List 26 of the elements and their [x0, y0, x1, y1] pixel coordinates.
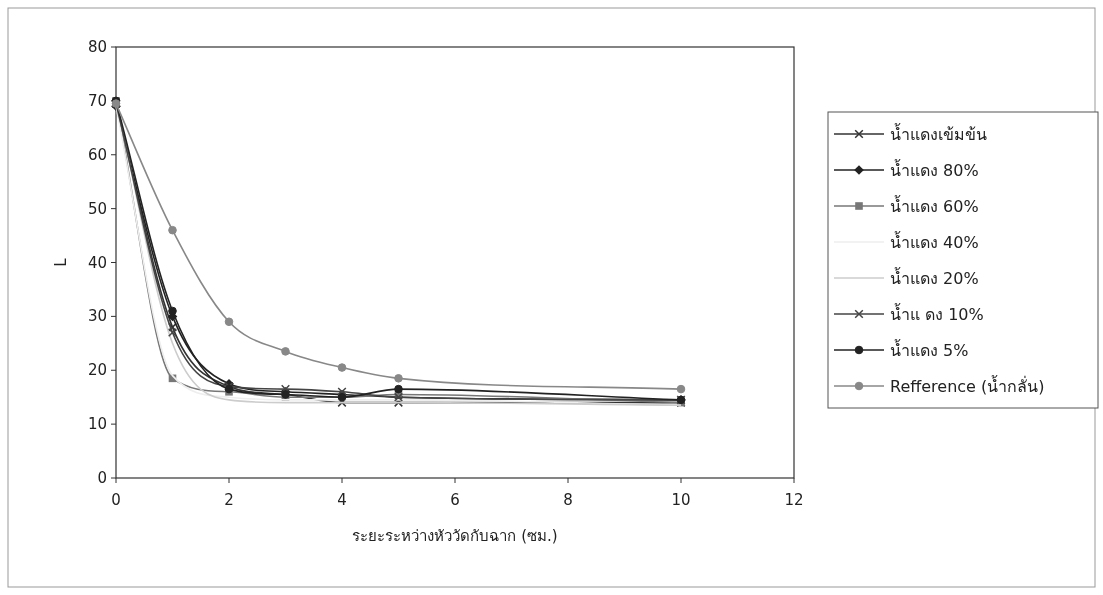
y-axis-title: L — [52, 257, 70, 267]
y-tick-label: 40 — [87, 253, 107, 272]
legend-label: น้ำแดง 60% — [890, 195, 979, 216]
x-tick-label: 0 — [111, 491, 121, 509]
legend-label: น้ำแดง 40% — [890, 231, 979, 252]
x-axis-title: ระยะระหว่างหัววัดกับฉาก (ซม.) — [352, 527, 558, 545]
x-tick-label: 12 — [784, 491, 804, 509]
y-tick-label: 30 — [87, 307, 107, 326]
y-tick-label: 0 — [97, 469, 107, 487]
x-tick-label: 8 — [563, 491, 573, 509]
x-tick-label: 2 — [224, 491, 234, 509]
legend-label: น้ำแดง 80% — [890, 159, 979, 180]
x-tick-label: 4 — [337, 491, 347, 509]
x-tick-label: 10 — [671, 491, 691, 509]
y-tick-label: 60 — [87, 145, 107, 164]
legend-label: Refference (น้ำกลั่น) — [890, 375, 1045, 396]
legend-label: น้ำแดง 5% — [890, 339, 969, 360]
y-tick-label: 20 — [87, 361, 107, 380]
y-tick-label: 80 — [87, 38, 107, 56]
x-tick-label: 6 — [450, 491, 460, 509]
y-tick-label: 50 — [87, 199, 107, 218]
legend-label: น้ำแดง 20% — [890, 267, 979, 288]
y-tick-label: 10 — [87, 415, 107, 434]
y-tick-label: 70 — [87, 91, 107, 110]
legend-label: น้ำแดงเข้มข้น — [890, 123, 987, 144]
legend-label: น้ำแ ดง 10% — [890, 303, 984, 324]
